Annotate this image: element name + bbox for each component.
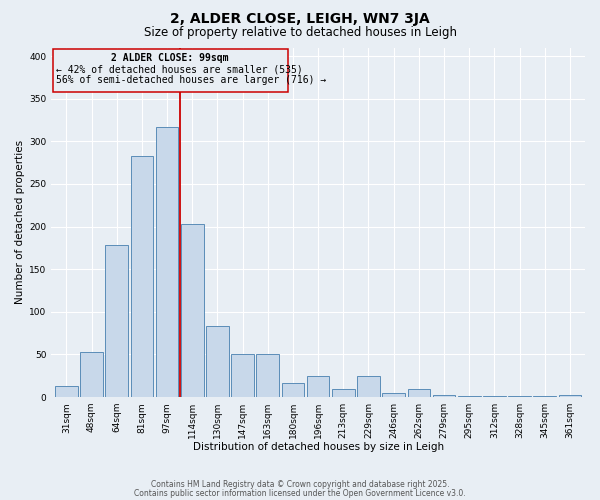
Bar (458, 396, 481, 397)
Bar (156, 127, 178, 397)
Bar (357, 376, 380, 397)
Text: 2, ALDER CLOSE, LEIGH, WN7 3JA: 2, ALDER CLOSE, LEIGH, WN7 3JA (170, 12, 430, 26)
Bar (433, 394, 455, 397)
Text: Contains public sector information licensed under the Open Government Licence v3: Contains public sector information licen… (134, 488, 466, 498)
Text: 56% of semi-detached houses are larger (716) →: 56% of semi-detached houses are larger (… (56, 75, 326, 85)
Bar (483, 396, 506, 397)
Bar (307, 376, 329, 397)
Bar (55, 386, 78, 397)
X-axis label: Distribution of detached houses by size in Leigh: Distribution of detached houses by size … (193, 442, 444, 452)
Bar (131, 156, 153, 397)
Bar (382, 393, 405, 397)
Bar (181, 224, 203, 397)
Bar (407, 390, 430, 397)
Bar (256, 354, 279, 397)
Text: 2 ALDER CLOSE: 99sqm: 2 ALDER CLOSE: 99sqm (112, 54, 229, 64)
FancyBboxPatch shape (53, 49, 288, 92)
Y-axis label: Number of detached properties: Number of detached properties (15, 140, 25, 304)
Bar (206, 326, 229, 397)
Text: Contains HM Land Registry data © Crown copyright and database right 2025.: Contains HM Land Registry data © Crown c… (151, 480, 449, 489)
Bar (231, 354, 254, 397)
Bar (80, 352, 103, 397)
Text: ← 42% of detached houses are smaller (535): ← 42% of detached houses are smaller (53… (56, 64, 303, 74)
Bar (106, 246, 128, 397)
Text: Size of property relative to detached houses in Leigh: Size of property relative to detached ho… (143, 26, 457, 39)
Bar (559, 396, 581, 397)
Bar (332, 390, 355, 397)
Bar (533, 396, 556, 397)
Bar (281, 384, 304, 397)
Bar (508, 396, 531, 397)
